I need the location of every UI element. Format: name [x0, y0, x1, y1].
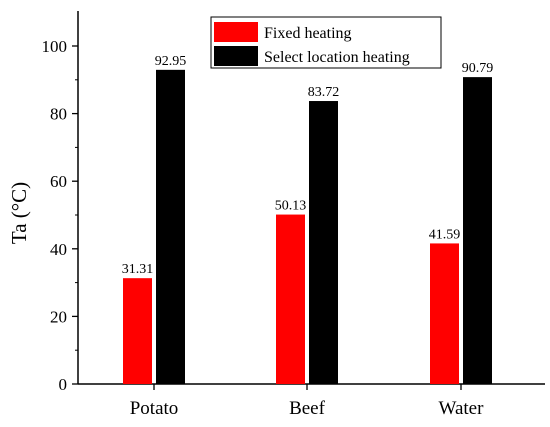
- bar-fixed-water: [430, 243, 459, 384]
- plot-area: 0 20 40 60 80 100 Potato 31.31 92.95 Beef 50.13 83.…: [42, 11, 545, 419]
- y-tick-label: 100: [42, 37, 68, 56]
- y-tick-label: 60: [50, 172, 67, 191]
- data-label: 31.31: [122, 262, 154, 277]
- x-tick-label: Beef: [289, 398, 326, 419]
- y-tick-label: 80: [50, 105, 67, 124]
- y-tick-label: 20: [50, 307, 67, 326]
- legend-entry-label: Fixed heating: [264, 25, 352, 42]
- x-tick-label: Water: [439, 398, 485, 419]
- y-tick-label: 40: [50, 240, 67, 259]
- legend-swatch: [214, 22, 258, 42]
- data-label: 50.13: [275, 199, 307, 214]
- y-tick-label: 0: [59, 375, 68, 394]
- bar-select-water: [463, 77, 492, 385]
- bar-select-potato: [156, 69, 185, 384]
- bar-fixed-beef: [276, 214, 305, 384]
- bar-select-beef: [309, 101, 338, 384]
- data-label: 92.95: [155, 54, 187, 69]
- x-tick-label: Potato: [130, 398, 179, 419]
- legend-swatch: [214, 46, 258, 66]
- legend-entry-label: Select location heating: [264, 49, 410, 66]
- y-axis-label: Ta (°C): [7, 182, 31, 244]
- data-label: 41.59: [429, 227, 461, 242]
- bar-fixed-potato: [123, 278, 152, 384]
- legend: Fixed heating Select location heating: [210, 16, 442, 69]
- data-label: 90.79: [462, 61, 494, 76]
- data-label: 83.72: [308, 85, 340, 100]
